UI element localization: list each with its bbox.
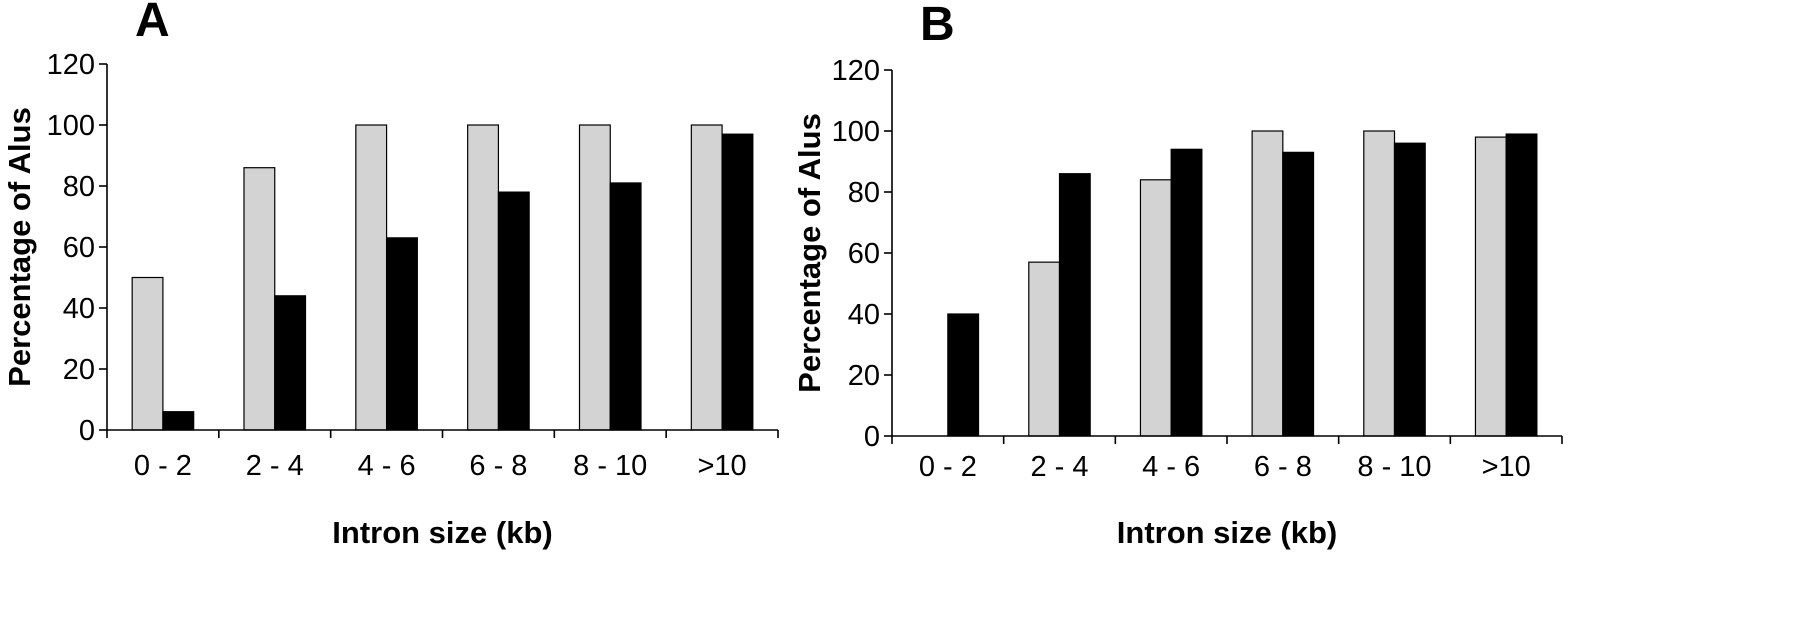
chart-b-panel-letter: B <box>920 0 955 51</box>
chart-a-x-tick-label: 0 - 2 <box>134 450 192 482</box>
chart-b-y-tick-label: 120 <box>832 55 880 87</box>
chart-b-y-tick-label: 40 <box>848 299 880 331</box>
chart-a-y-axis-title: Percentage of Alus <box>2 107 37 387</box>
chart-a-bar-series1-2 <box>243 167 276 431</box>
chart-a-bar-series1-4 <box>467 124 500 431</box>
chart-b-bar-series2-2 <box>1058 173 1091 437</box>
chart-panel-a: A 0 20 40 60 80 100 120 0 - 2 2 - 4 4 - 6 6 - 8 8 - … <box>2 0 779 550</box>
chart-a-y-tick-label: 100 <box>47 110 95 142</box>
chart-a-y-tick-label: 120 <box>47 49 95 81</box>
chart-b-x-tick-label: 4 - 6 <box>1142 451 1200 483</box>
chart-b-bar-series2-6 <box>1505 133 1538 437</box>
chart-b-bar-series1-3 <box>1139 179 1172 437</box>
chart-a-x-axis-title: Intron size (kb) <box>332 515 552 550</box>
chart-b-y-tick-label: 100 <box>832 116 880 148</box>
chart-a-x-tick-label: 6 - 8 <box>469 450 527 482</box>
chart-a-bar-series2-2 <box>274 295 307 431</box>
chart-b-y-tick-label: 20 <box>848 360 880 392</box>
chart-b-bar-series1-5 <box>1363 130 1396 437</box>
chart-a-x-tick-label: >10 <box>697 450 746 482</box>
chart-b-x-tick-label: 2 - 4 <box>1030 451 1088 483</box>
chart-a-panel-letter: A <box>135 0 170 47</box>
chart-a-x-tick-label: 4 - 6 <box>358 450 416 482</box>
chart-b-x-tick-label: 6 - 8 <box>1254 451 1312 483</box>
chart-a-bar-series2-3 <box>385 237 418 431</box>
chart-b-bar-series1-2 <box>1028 261 1061 437</box>
chart-a-y-tick-label: 20 <box>63 354 95 386</box>
chart-a-y-tick-label: 0 <box>79 415 95 447</box>
chart-a-bar-series2-1 <box>162 411 195 431</box>
chart-b-x-tick-label: 8 - 10 <box>1357 451 1431 483</box>
chart-a-bar-series1-1 <box>131 276 164 431</box>
chart-a-y-tick-label: 60 <box>63 232 95 264</box>
chart-a-x-tick-label: 2 - 4 <box>246 450 304 482</box>
chart-a-bar-series2-4 <box>497 191 530 431</box>
chart-b-bar-series2-4 <box>1282 151 1315 437</box>
chart-a-y-tick-label: 40 <box>63 293 95 325</box>
chart-b-bar-series2-3 <box>1170 148 1203 437</box>
chart-a-bar-series1-6 <box>690 124 723 431</box>
chart-a-bar-series1-5 <box>578 124 611 431</box>
chart-b-bar-series1-4 <box>1251 130 1284 437</box>
chart-b-x-axis-title: Intron size (kb) <box>1117 515 1337 550</box>
chart-b-y-tick-label: 60 <box>848 238 880 270</box>
chart-b-bar-series2-1 <box>947 313 980 437</box>
chart-a-bar-series1-3 <box>355 124 388 431</box>
chart-b-y-axis-title: Percentage of Alus <box>792 113 827 393</box>
chart-panel-b: B 0 20 40 60 80 100 120 0 - 2 2 - 4 4 - 6 6 - 8 8 - … <box>792 0 1563 550</box>
chart-b-x-tick-label: >10 <box>1482 451 1531 483</box>
chart-a-x-tick-label: 8 - 10 <box>573 450 647 482</box>
chart-b-x-tick-label: 0 - 2 <box>919 451 977 483</box>
chart-b-y-tick-label: 0 <box>864 421 880 453</box>
chart-b-y-tick-label: 80 <box>848 177 880 209</box>
chart-a-y-tick-label: 80 <box>63 171 95 203</box>
chart-b-bar-series2-5 <box>1393 142 1426 437</box>
chart-b-bar-series1-6 <box>1474 136 1507 437</box>
chart-a-bar-series2-6 <box>721 133 754 431</box>
chart-a-bar-series2-5 <box>609 182 642 431</box>
